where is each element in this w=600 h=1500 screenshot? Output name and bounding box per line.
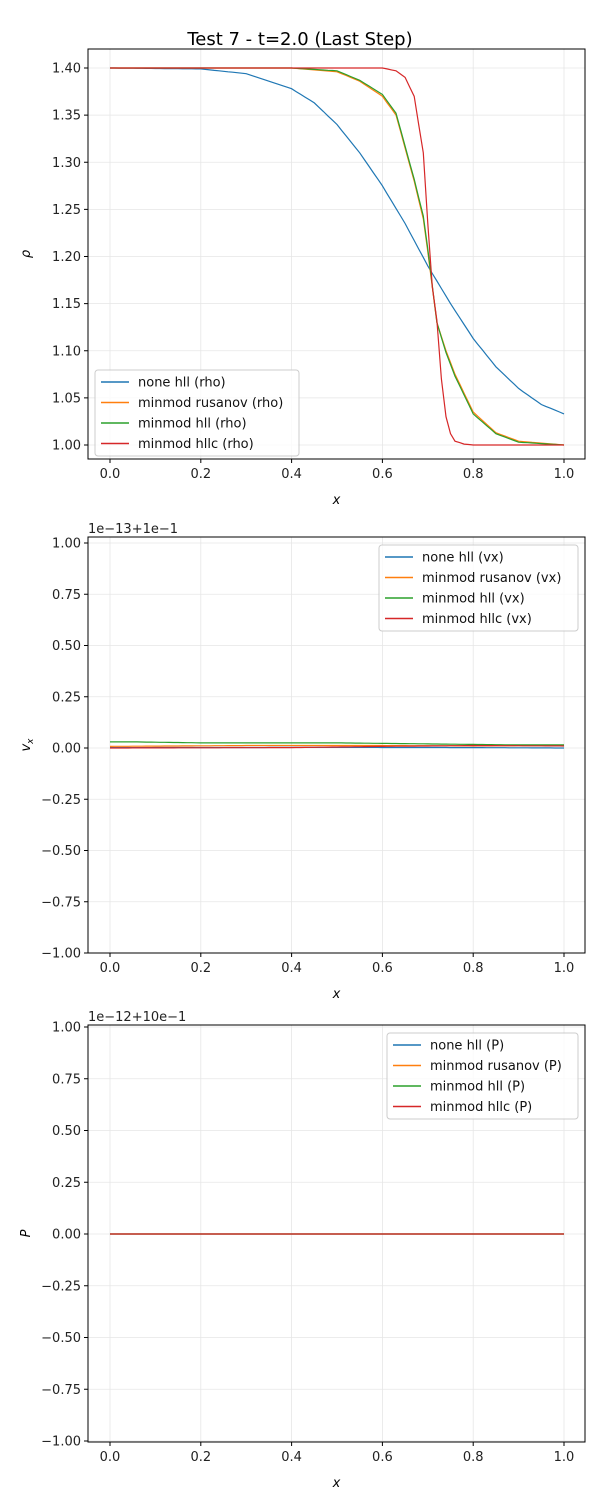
x-tick-label: 1.0 — [554, 1450, 575, 1465]
legend-label: none hll (rho) — [138, 376, 226, 391]
x-tick-label: 1.0 — [554, 467, 575, 482]
pressure-x-label: x — [332, 1476, 341, 1491]
density-grid — [88, 49, 585, 459]
y-tick-label: −0.75 — [41, 1383, 81, 1398]
x-tick-label: 0.4 — [281, 1450, 302, 1465]
y-tick-label: 1.35 — [52, 109, 81, 124]
density-axes-frame — [87, 48, 586, 460]
x-tick-label: 0.4 — [281, 961, 302, 976]
velocity-y-label: vx — [19, 738, 36, 752]
legend-label: none hll (vx) — [422, 551, 504, 566]
y-tick-label: −1.00 — [41, 1435, 81, 1450]
density-lines — [110, 67, 565, 446]
figure-title: Test 7 - t=2.0 (Last Step) — [186, 29, 412, 50]
pressure-y-ticks: −1.00 −0.75 −0.50 −0.25 0.00 0.25 0.50 0.75 1.00 — [41, 1021, 88, 1450]
y-tick-label: −1.00 — [41, 947, 81, 962]
x-tick-label: 0.2 — [190, 1450, 211, 1465]
y-tick-label: 1.00 — [52, 537, 81, 552]
legend-label: minmod hllc (vx) — [422, 612, 532, 627]
legend-frame — [378, 544, 579, 632]
y-tick-label: 0.50 — [52, 639, 81, 654]
y-tick-label: 0.75 — [52, 588, 81, 603]
y-tick-label: 1.00 — [52, 1021, 81, 1036]
x-tick-label: 0.0 — [100, 467, 121, 482]
y-tick-label: 0.00 — [52, 742, 81, 757]
x-tick-label: 0.8 — [463, 1450, 484, 1465]
y-tick-label: −0.25 — [41, 793, 81, 808]
legend-label: minmod hll (P) — [430, 1080, 525, 1095]
velocity-axes: 0.0 0.2 0.4 0.6 0.8 1.0 −1.00 −0.75 −0.50 −0.25 0… — [19, 522, 586, 1002]
y-tick-label: 0.00 — [52, 1228, 81, 1243]
y-tick-label: 1.15 — [52, 297, 81, 312]
density-y-ticks: 1.00 1.05 1.10 1.15 1.20 1.25 1.30 1.35 1.40 — [52, 62, 88, 454]
legend-label: none hll (P) — [430, 1039, 504, 1054]
y-tick-label: 0.50 — [52, 1124, 81, 1139]
x-tick-label: 0.0 — [100, 1450, 121, 1465]
pressure-offset-text: 1e−12+10e−1 — [88, 1010, 186, 1025]
legend-label: minmod hll (vx) — [422, 592, 525, 607]
density-y-label: ρ — [19, 249, 34, 258]
legend-frame — [94, 369, 300, 457]
y-tick-label: −0.25 — [41, 1279, 81, 1294]
y-tick-label: −0.75 — [41, 895, 81, 910]
velocity-y-ticks: −1.00 −0.75 −0.50 −0.25 0.00 0.25 0.50 0.75 1.00 — [41, 537, 88, 962]
x-tick-label: 1.0 — [554, 961, 575, 976]
legend-label: minmod rusanov (P) — [430, 1059, 562, 1074]
legend-label: minmod rusanov (rho) — [138, 396, 283, 411]
series-line — [110, 67, 564, 446]
x-tick-label: 0.2 — [190, 961, 211, 976]
x-tick-label: 0.0 — [100, 961, 121, 976]
legend-label: minmod hllc (P) — [430, 1100, 532, 1115]
series-line — [110, 741, 564, 746]
series-line — [110, 744, 565, 749]
legend-label: minmod rusanov (vx) — [422, 571, 561, 586]
y-tick-label: 1.00 — [52, 439, 81, 454]
velocity-legend: none hll (vx) minmod rusanov (vx) minmod h… — [378, 544, 579, 632]
legend-label: minmod hllc (rho) — [138, 437, 254, 452]
y-tick-label: −0.50 — [41, 1331, 81, 1346]
x-tick-label: 0.4 — [281, 467, 302, 482]
pressure-legend: none hll (P) minmod rusanov (P) minmod hll… — [386, 1032, 579, 1120]
velocity-lines — [109, 741, 565, 749]
x-tick-label: 0.6 — [372, 1450, 393, 1465]
density-legend: none hll (rho) minmod rusanov (rho) minmod… — [94, 369, 300, 457]
pressure-x-ticks: 0.0 0.2 0.4 0.6 0.8 1.0 — [100, 1442, 575, 1465]
legend-frame — [386, 1032, 579, 1120]
x-tick-label: 0.6 — [372, 961, 393, 976]
x-tick-label: 0.2 — [190, 467, 211, 482]
y-tick-label: 0.25 — [52, 1176, 81, 1191]
x-tick-label: 0.8 — [463, 467, 484, 482]
velocity-offset-text: 1e−13+1e−1 — [88, 522, 178, 537]
y-tick-label: 1.20 — [52, 250, 81, 265]
y-tick-label: −0.50 — [41, 844, 81, 859]
series-line — [110, 67, 565, 415]
y-tick-label: 1.10 — [52, 344, 81, 359]
x-tick-label: 0.8 — [463, 961, 484, 976]
y-tick-label: 0.75 — [52, 1072, 81, 1087]
velocity-axes-frame — [87, 536, 586, 954]
legend-label: minmod hll (rho) — [138, 417, 247, 432]
density-x-label: x — [332, 493, 341, 508]
x-tick-label: 0.6 — [372, 467, 393, 482]
density-x-ticks: 0.0 0.2 0.4 0.6 0.8 1.0 — [100, 459, 575, 482]
y-tick-label: 1.25 — [52, 203, 81, 218]
velocity-x-ticks: 0.0 0.2 0.4 0.6 0.8 1.0 — [100, 953, 575, 976]
density-axes: 0.0 0.2 0.4 0.6 0.8 1.0 1.001.051.101.151.201… — [19, 48, 586, 508]
y-tick-label: 1.40 — [52, 62, 81, 77]
y-tick-label: 0.25 — [52, 690, 81, 705]
y-tick-label: 1.05 — [52, 391, 81, 406]
y-tick-label: 1.30 — [52, 156, 81, 171]
velocity-x-label: x — [332, 987, 341, 1002]
pressure-y-label: P — [19, 1229, 34, 1237]
pressure-axes: 0.0 0.2 0.4 0.6 0.8 1.0 −1.00 −0.75 −0.50 −0.25 0… — [19, 1010, 586, 1491]
